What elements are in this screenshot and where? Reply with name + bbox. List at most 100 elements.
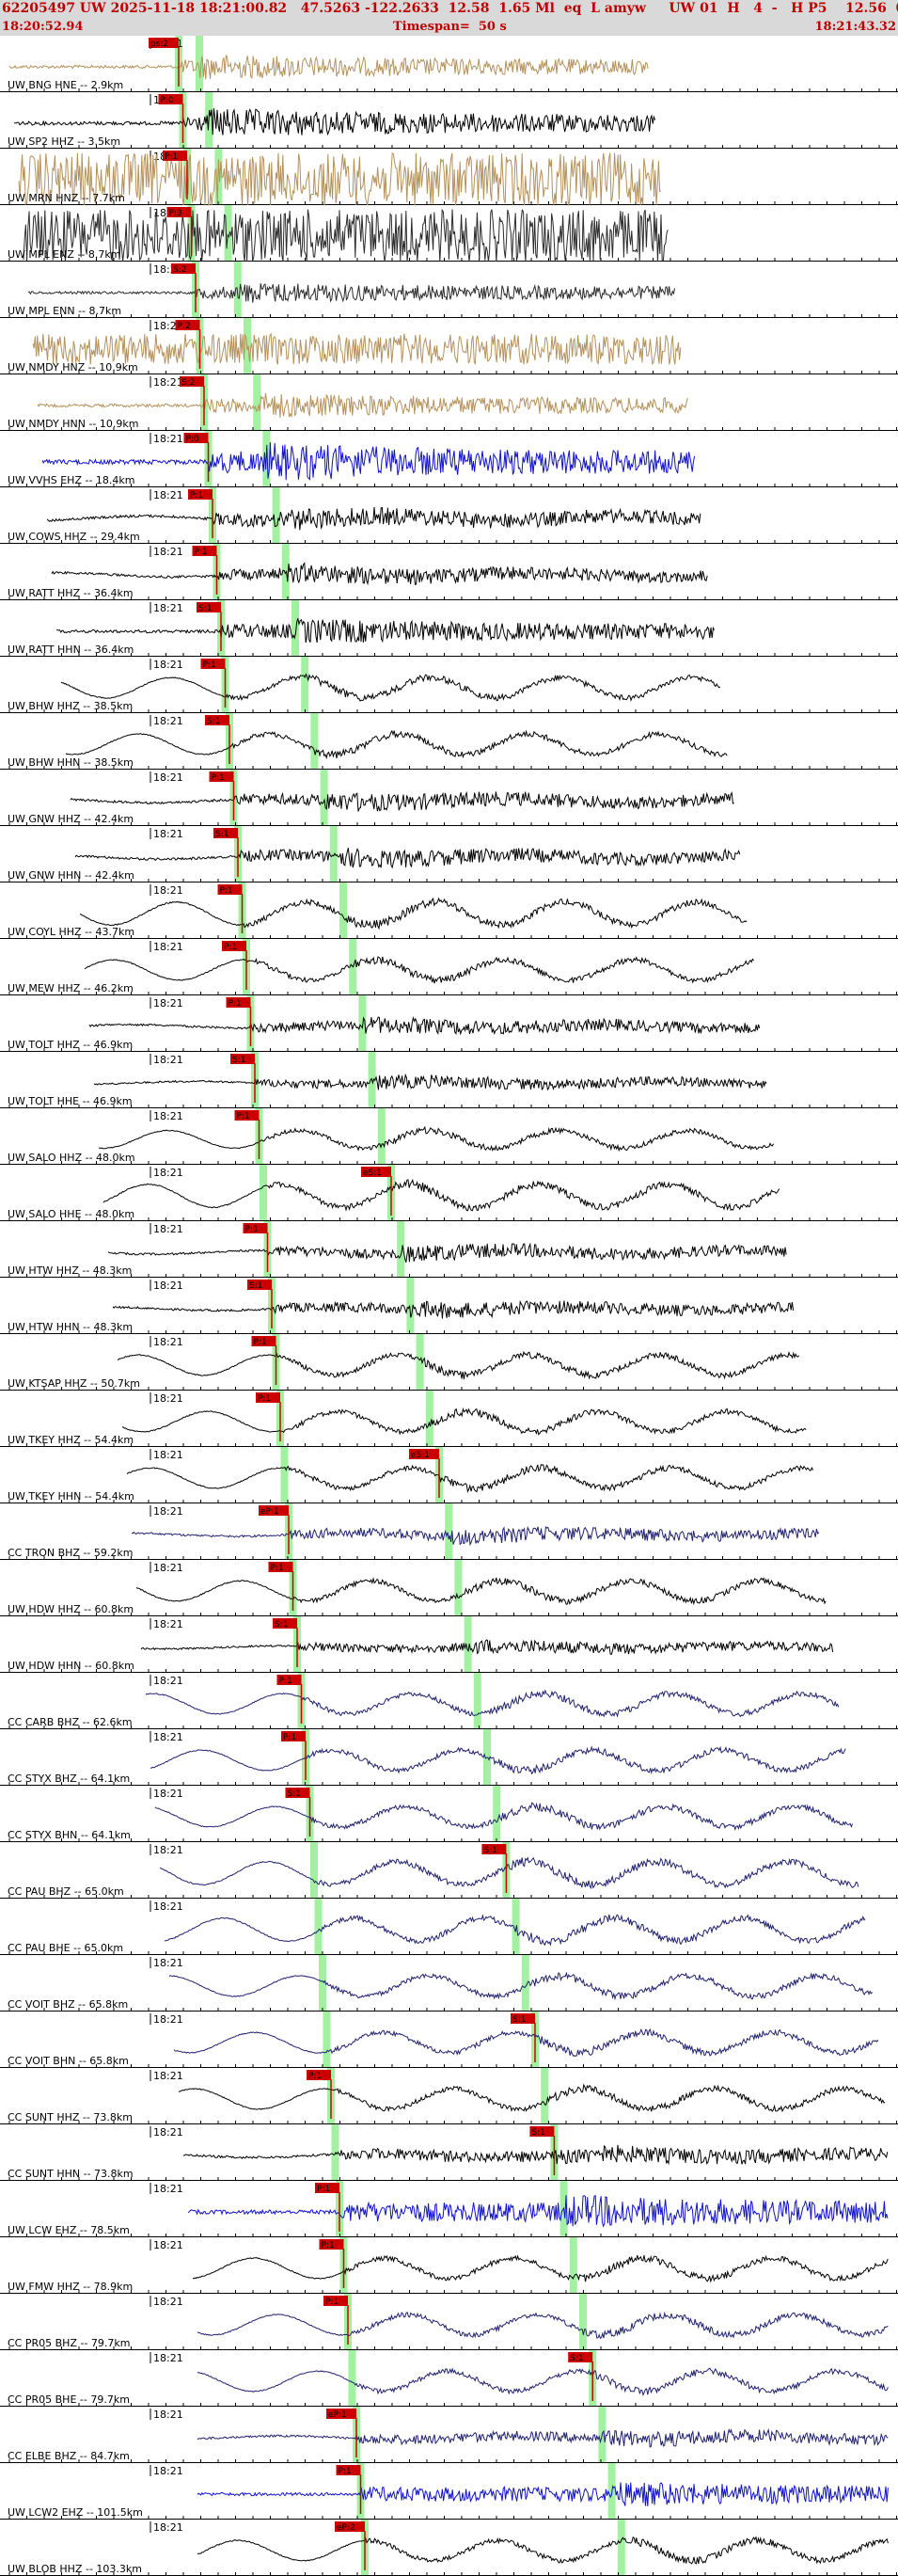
p-pick-box (171, 263, 196, 274)
p-pick-box (175, 320, 200, 330)
waveform (70, 790, 734, 812)
station-label: UW MPL ENN -- 8.7km (8, 305, 121, 317)
trace-row: 18:21 P:1 UW MEW HHZ -- 46.2km (0, 941, 898, 995)
s-moveout-band (339, 883, 347, 939)
trace-row: 18:21 P:1 CC PR05 BHZ -- 79.7km (0, 2296, 898, 2350)
station-label: UW COYL HHZ -- 43.7km (8, 926, 134, 938)
trace-row: 18:21 S:1 CC PAU BHZ -- 65.0km (0, 1844, 898, 1899)
station-label: UW MRN HNZ -- 7.7km (8, 192, 125, 204)
trace-row: 18:21 CC VOIT BHZ -- 65.8km (0, 1957, 898, 2012)
trace-row: 18:21 S:1 UW GNW HHN -- 42.4km (0, 828, 898, 883)
waveform (140, 1639, 834, 1655)
s-pick-label: eS:1 (411, 1451, 430, 1460)
p-moveout-band (314, 1899, 323, 1955)
s-pick-box (361, 1167, 391, 1177)
minute-tick-label: 18:21 (153, 1900, 183, 1913)
minute-tick-label: 18:21 (153, 2465, 183, 2477)
p-pick-label: P:1 (271, 1564, 284, 1573)
minute-tick-label: 18:21 (153, 2239, 183, 2251)
minute-tick-label: 18:21 (153, 1280, 183, 1292)
p-pick-box (163, 151, 187, 161)
p-pick-box (234, 1110, 260, 1121)
station-label: UW SALO HHZ -- 48.0km (8, 1152, 135, 1164)
p-pick-box (222, 941, 246, 951)
waveform (164, 1914, 866, 1947)
s-moveout-band (569, 2237, 577, 2294)
waveform (182, 2144, 889, 2166)
s-pick-label: eS:1 (363, 1169, 382, 1178)
trace-row: 18:21 P:1 CC CARB BHZ -- 62.6km (0, 1675, 898, 1729)
p-pick-box (213, 828, 238, 838)
trace-row: 18:21P:2UW NMDY HNZ -- 10.9km (0, 320, 898, 374)
waveform (23, 208, 669, 262)
moveout-bands (175, 36, 625, 2576)
s-pick-box (529, 2126, 555, 2137)
station-label: UW NMDY HNN -- 10.9km (8, 418, 138, 430)
station-label: UW COWS HHZ -- 29.4km (8, 531, 140, 543)
waveform (65, 729, 728, 760)
p-pick-label: P:1 (308, 2072, 322, 2081)
minute-tick-label: 18:21 (153, 828, 183, 840)
trace-row: 18:21 P:1 CC STYX BHZ -- 64.1km (0, 1731, 898, 1786)
trace-row: 18:21S:2UW MPL ENN -- 8.7km (0, 263, 898, 318)
trace-row: 18:21P:1UW MRN HNZ -- 7.7km (0, 151, 898, 207)
p-moveout-band (310, 1842, 318, 1899)
p-pick-label: P:1 (322, 2241, 335, 2250)
s-moveout-band (425, 1391, 433, 1447)
waveform (173, 2027, 879, 2058)
trace-row: 18:21 P:0 UW VVHS EHZ -- 18.4km (0, 433, 898, 487)
trace-row: 18:21 eS:1 UW SALO HHE -- 48.0km (0, 1167, 898, 1221)
station-label: UW KTSAP HHZ -- 50.7km (8, 1377, 140, 1390)
p-pick-label: S:2 (181, 378, 195, 388)
p-pick-label: eP:2 (337, 2523, 355, 2533)
trace-row: 18:21 S:1 UW TOLT HHE -- 46.9km (0, 1054, 898, 1108)
p-pick-label: S:1 (288, 1789, 301, 1799)
p-moveout-band (323, 2012, 331, 2068)
waveform (13, 108, 656, 136)
p-pick-box (200, 659, 226, 669)
minute-tick-label: 18:21 (153, 2352, 183, 2364)
p-pick-label: eP:1 (328, 2410, 347, 2420)
p-pick-box (268, 1562, 293, 1572)
trace-row: 18:21 P:1 UW LCW2 EHZ -- 101.5km (0, 2465, 898, 2520)
station-label: CC PR05 BHZ -- 79.7km (8, 2337, 131, 2349)
timespan-label: Timespan= 50 s (393, 20, 507, 34)
minute-tick-label: 18:21 (153, 546, 183, 558)
p-pick-label: P:1 (317, 2185, 330, 2194)
p-pick-box (273, 1618, 297, 1629)
station-label: UW HTW HHZ -- 48.3km (8, 1264, 132, 1277)
waveform (192, 2254, 889, 2283)
minute-tick-label: 18:21 (153, 1675, 183, 1687)
waveform (197, 2428, 889, 2448)
station-label: CC ELBE BHZ -- 84.7km (8, 2450, 130, 2462)
minute-tick-label: 18:21 (153, 715, 183, 727)
p-pick-label: P:0 (186, 435, 199, 444)
waveform (18, 151, 662, 207)
station-label: UW FMW HHZ -- 78.9km (8, 2281, 133, 2293)
station-label: CC VOIT BHN -- 65.8km (8, 2055, 129, 2067)
minute-tick-label: 18:21 (153, 602, 183, 614)
waveform (197, 2482, 889, 2506)
minute-tick-label: 18:21 (153, 1223, 183, 1235)
s-pick-box (568, 2352, 593, 2362)
minute-tick-label: 18:21 (153, 1618, 183, 1630)
s-pick-box (481, 1844, 507, 1854)
s-pick-label: S:1 (531, 2128, 544, 2138)
waveform (88, 1015, 761, 1036)
p-pick-box (256, 1392, 280, 1403)
p-pick-box (158, 94, 183, 104)
s-pick-box (511, 2013, 535, 2024)
minute-tick-label: 18:21 (153, 1788, 183, 1800)
minute-tick-label: 18:21 (153, 1167, 183, 1179)
s-moveout-band (464, 1616, 472, 1673)
p-moveout-band (319, 1955, 326, 2012)
minute-tick-label: 18:21 (153, 2296, 183, 2308)
p-pick-box (336, 2465, 361, 2475)
s-moveout-band (493, 1786, 501, 1842)
s-moveout-band (358, 995, 367, 1052)
station-label: UW SP2 HHZ -- 3.5km (8, 135, 120, 148)
waveform (74, 848, 741, 869)
waveform (197, 2311, 889, 2340)
station-label: UW HTW HHN -- 48.3km (8, 1321, 133, 1333)
p-pick-label: P:1 (339, 2467, 352, 2476)
